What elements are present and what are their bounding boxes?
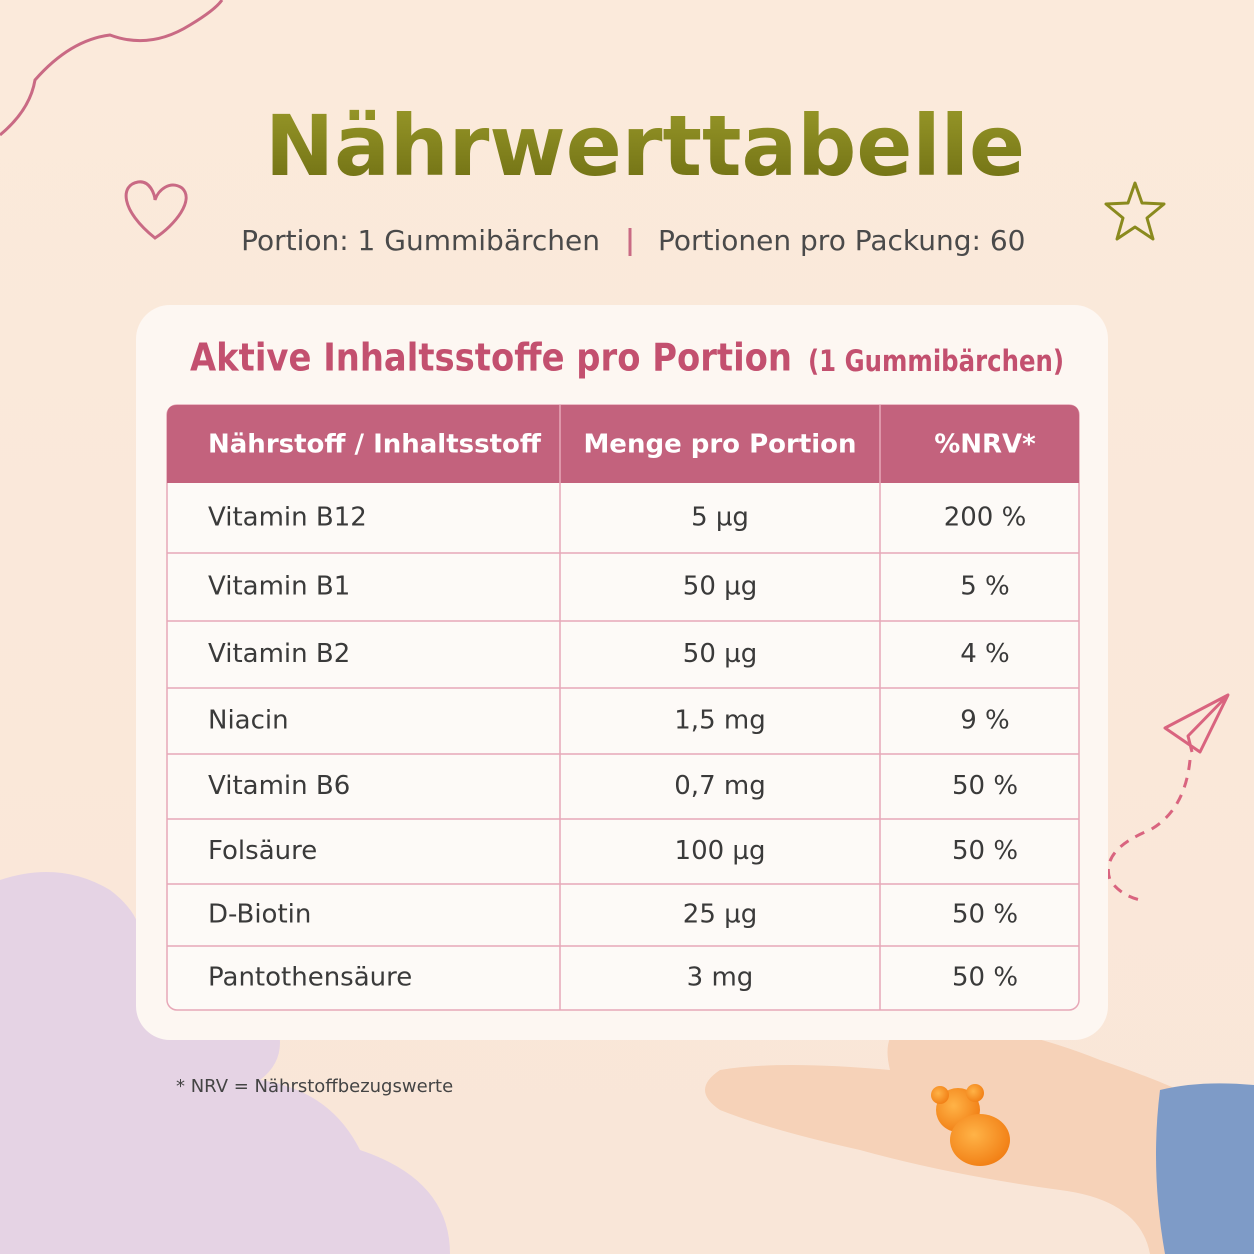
paper-plane-icon	[1163, 693, 1230, 754]
amount: 3 mg	[687, 963, 754, 993]
nrv-percent: 200 %	[944, 503, 1027, 533]
footnote: * NRV = Nährstoffbezugswerte	[176, 1076, 453, 1097]
nrv-percent: 50 %	[952, 900, 1018, 930]
nrv-percent: 9 %	[960, 706, 1010, 736]
amount: 100 µg	[675, 836, 766, 866]
serving-size: Portion: 1 Gummibärchen	[241, 224, 600, 257]
table-header-bg	[167, 405, 1079, 483]
nrv-percent: 5 %	[960, 572, 1010, 602]
heart-icon	[124, 180, 188, 240]
nrv-percent: 50 %	[952, 963, 1018, 993]
gummy-bear	[931, 1084, 1010, 1166]
page-title: Nährwerttabelle	[265, 97, 1025, 195]
amount: 50 µg	[683, 639, 757, 669]
column-header: %NRV*	[934, 430, 1036, 460]
card-title: Aktive Inhaltsstoffe pro Portion	[190, 336, 792, 380]
servings-per-pack: Portionen pro Packung: 60	[658, 224, 1026, 257]
star-icon	[1104, 181, 1166, 241]
nutrient-name: Folsäure	[208, 836, 317, 866]
amount: 1,5 mg	[674, 706, 765, 736]
column-header: Menge pro Portion	[583, 430, 856, 460]
purple-cloud	[0, 872, 450, 1254]
nutrient-name: Vitamin B1	[208, 572, 350, 602]
sleeve	[1156, 1083, 1254, 1254]
amount: 5 µg	[691, 503, 749, 533]
column-header: Nährstoff / Inhaltsstoff	[208, 430, 542, 460]
nutrient-name: Pantothensäure	[208, 963, 412, 993]
amount: 25 µg	[683, 900, 757, 930]
nrv-percent: 50 %	[952, 771, 1018, 801]
nrv-percent: 4 %	[960, 639, 1010, 669]
nutrient-name: Vitamin B12	[208, 503, 367, 533]
nutrient-name: Vitamin B6	[208, 771, 350, 801]
nutrient-name: Vitamin B2	[208, 639, 350, 669]
dashed-trail	[1107, 759, 1192, 902]
amount: 0,7 mg	[674, 771, 765, 801]
nutrient-name: Niacin	[208, 706, 289, 736]
nrv-percent: 50 %	[952, 836, 1018, 866]
cloud-outline	[0, 0, 224, 137]
amount: 50 µg	[683, 572, 757, 602]
card-subtitle: (1 Gummibärchen)	[808, 344, 1064, 378]
nutrient-name: D-Biotin	[208, 900, 311, 930]
